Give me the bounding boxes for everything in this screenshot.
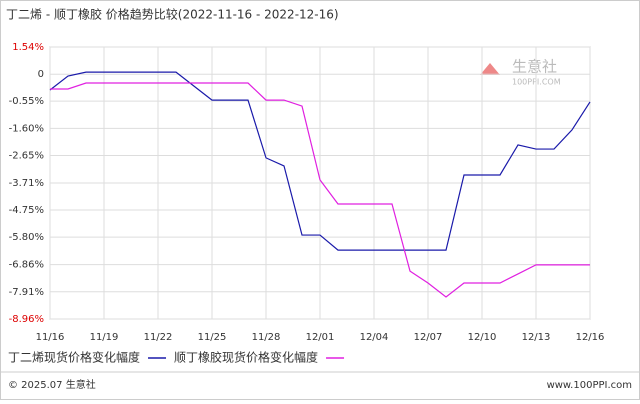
x-tick-label: 11/22 (144, 332, 173, 343)
y-tick-label: -8.96% (9, 314, 44, 325)
footer-right: www.100PPI.com (547, 380, 632, 391)
x-tick-label: 12/10 (468, 332, 497, 343)
y-tick-label: 0 (38, 69, 44, 80)
x-tick-label: 12/13 (522, 332, 551, 343)
series-line (50, 82, 590, 298)
watermark-text: 生意社 (512, 58, 557, 76)
x-tick-label: 11/25 (198, 332, 227, 343)
chart-title: 丁二烯 - 顺丁橡胶 价格趋势比较(2022-11-16 - 2022-12-1… (6, 7, 339, 22)
footer-left: © 2025.07 生意社 (8, 378, 96, 391)
y-tick-label: -5.80% (9, 232, 44, 243)
x-tick-label: 11/28 (252, 332, 281, 343)
y-tick-label: -1.60% (9, 123, 44, 134)
legend-label: 顺丁橡胶现货价格变化幅度 (174, 350, 318, 365)
y-tick-label: -0.55% (9, 96, 44, 107)
y-tick-label: -6.86% (9, 260, 44, 271)
x-tick-label: 12/07 (414, 332, 443, 343)
y-tick-label: -3.71% (9, 178, 44, 189)
x-tick-label: 12/16 (576, 332, 605, 343)
y-tick-label: 1.54% (12, 42, 44, 53)
y-tick-label: -7.91% (9, 287, 44, 298)
x-tick-label: 12/01 (306, 332, 335, 343)
y-tick-label: -2.65% (9, 151, 44, 162)
x-tick-label: 11/16 (36, 332, 65, 343)
series-line (49, 71, 591, 251)
legend-label: 丁二烯现货价格变化幅度 (8, 350, 140, 365)
x-tick-label: 12/04 (360, 332, 389, 343)
y-tick-label: -4.75% (9, 205, 44, 216)
x-tick-label: 11/19 (90, 332, 119, 343)
watermark-icon (480, 63, 500, 75)
